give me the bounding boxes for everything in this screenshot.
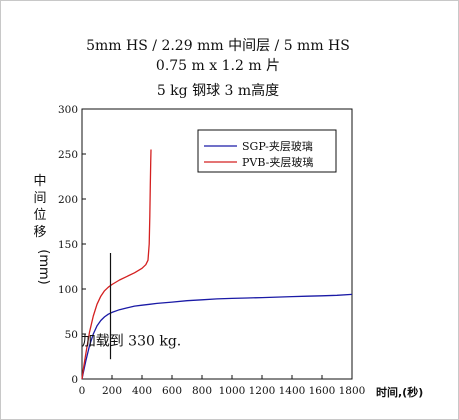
series-line-pvb [81,149,152,380]
y-axis-ticks: 0 50 100 150 200 250 300 [58,104,86,386]
title-line-3: 5 kg 钢球 3 m高度 [157,82,279,99]
y-tick-label: 150 [58,239,78,251]
load-annotation: 加载到 330 kg. [82,334,182,350]
x-tick-label: 400 [132,385,152,397]
x-tick-label: 200 [102,385,122,397]
y-axis-label: 中 间 位 移 (mm) [33,174,51,285]
x-tick-label: 0 [79,385,86,397]
y-tick-label: 0 [71,374,78,386]
legend-label-sgp: SGP-夹层玻璃 [242,139,313,153]
y-tick-label: 50 [65,329,78,341]
legend-box [197,129,337,173]
x-tick-label: 1200 [249,385,276,397]
y-tick-label: 300 [58,104,78,116]
y-label-unit: (mm) [36,249,51,284]
y-tick-label: 200 [58,194,78,206]
y-label-char-1: 中 [33,174,46,189]
legend: SGP-夹层玻璃 PVB-夹层玻璃 [197,129,337,173]
series-group [81,149,353,380]
x-tick-label: 800 [192,385,212,397]
y-label-char-2: 间 [33,191,46,206]
series-line-sgp [81,293,353,380]
title-line-1: 5mm HS / 2.29 mm 中间层 / 5 mm HS [86,38,350,54]
y-tick-label: 250 [58,149,78,161]
x-tick-label: 1400 [279,385,306,397]
x-tick-label: 600 [162,385,182,397]
x-tick-label: 1600 [309,385,336,397]
legend-label-pvb: PVB-夹层玻璃 [242,155,313,169]
chart-title: 5mm HS / 2.29 mm 中间层 / 5 mm HS 0.75 m x … [86,38,350,99]
x-axis-ticks: 0 200 400 600 800 1000 1200 1400 1600 1800 [79,375,366,397]
y-label-char-3: 位 [33,208,46,223]
x-axis-label: 时间,(秒) [376,385,423,399]
x-tick-label: 1000 [219,385,246,397]
y-tick-label: 100 [58,284,78,296]
load-marker-group: 加载到 330 kg. [82,253,182,360]
title-line-2: 0.75 m x 1.2 m 片 [156,58,280,74]
x-tick-label: 1800 [339,385,366,397]
y-label-char-4: 移 [33,225,46,240]
